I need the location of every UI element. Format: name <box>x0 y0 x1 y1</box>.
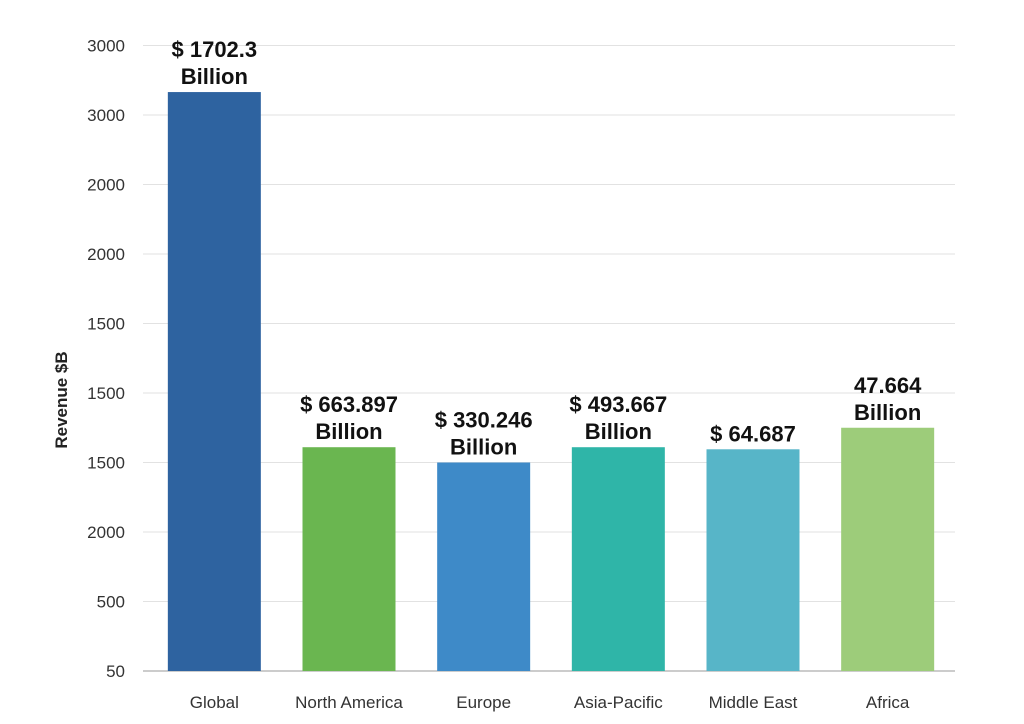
y-tick-label: 1500 <box>87 315 125 334</box>
bar-north-america <box>302 447 396 671</box>
data-label: 47.664 <box>854 373 922 398</box>
data-label: $ 663.897 <box>300 392 398 417</box>
data-label: Billion <box>315 419 382 444</box>
y-tick-label: 2000 <box>87 245 125 264</box>
x-category-label: Middle East <box>709 693 798 712</box>
x-category-label: Europe <box>456 693 511 712</box>
x-category-label: Africa <box>866 693 910 712</box>
data-label: Billion <box>585 419 652 444</box>
data-label: Billion <box>854 400 921 425</box>
x-axis-categories: Global North America Europe Asia-Pacific Mid… <box>190 693 910 712</box>
x-category-label: Global <box>190 693 239 712</box>
bar-global <box>167 92 261 671</box>
y-tick-label: 2000 <box>87 176 125 195</box>
bar-africa <box>841 427 935 671</box>
bar-middle-east <box>706 449 800 671</box>
y-tick-label: 2000 <box>87 523 125 542</box>
data-label: $ 493.667 <box>569 392 667 417</box>
y-tick-label: 50 <box>106 662 125 681</box>
y-tick-label: 3000 <box>87 37 125 56</box>
y-axis-label: Revenue $B <box>52 351 71 448</box>
data-label: Billion <box>181 64 248 89</box>
data-label: $ 64.687 <box>710 421 796 446</box>
x-category-label: North America <box>295 693 403 712</box>
gridlines <box>143 45 955 672</box>
y-tick-label: 1500 <box>87 384 125 403</box>
x-category-label: Asia-Pacific <box>574 693 663 712</box>
bar-asia-pacific <box>571 447 665 671</box>
y-axis-ticks: 50 500 2000 1500 1500 1500 2000 2000 3000 3000 <box>87 37 125 682</box>
bars <box>167 92 935 671</box>
data-label: Billion <box>450 435 517 460</box>
bar-europe <box>437 462 531 671</box>
y-tick-label: 500 <box>97 593 125 612</box>
y-tick-label: 3000 <box>87 106 125 125</box>
data-label: $ 330.246 <box>435 408 533 433</box>
data-label: $ 1702.3 <box>172 37 258 62</box>
y-tick-label: 1500 <box>87 454 125 473</box>
